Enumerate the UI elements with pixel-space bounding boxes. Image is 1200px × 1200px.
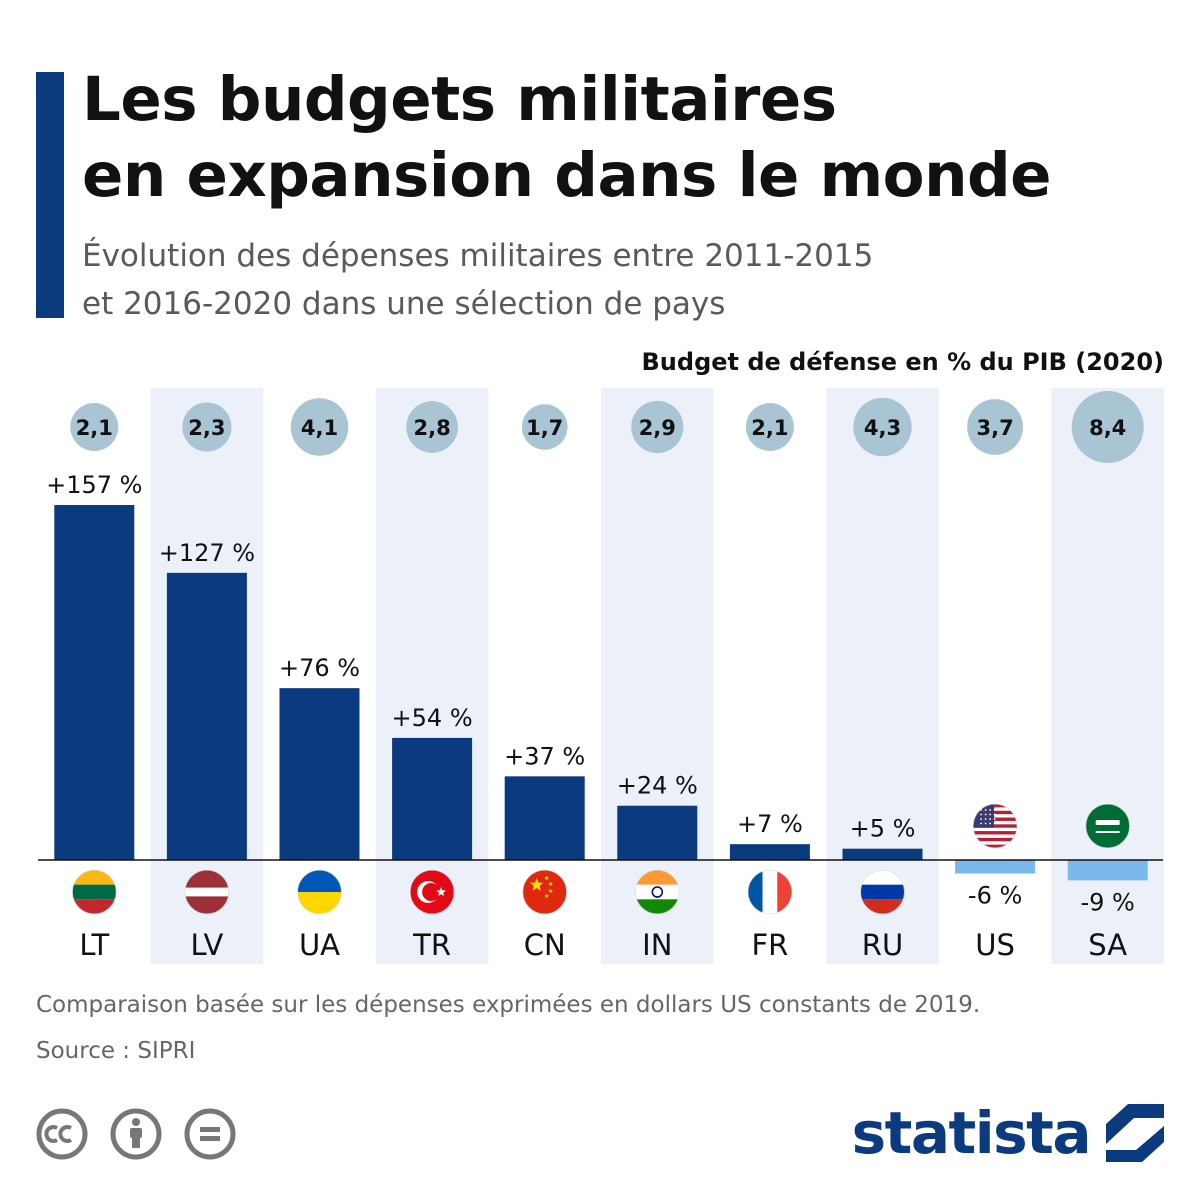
attribution-icon[interactable] bbox=[110, 1108, 162, 1160]
bar-value-label: +127 % bbox=[159, 539, 255, 567]
gdp-value-label: 8,4 bbox=[1089, 416, 1126, 440]
flag-china-icon bbox=[522, 870, 567, 914]
bar-chart: 2,1 +157 % LT 2,3 +127 % LV 4,1 +76 % UA 2,8 +54 %… bbox=[38, 388, 1164, 964]
gdp-bubble bbox=[182, 402, 232, 452]
no-derivatives-icon[interactable] bbox=[184, 1108, 236, 1160]
bar bbox=[392, 737, 473, 860]
gdp-value-label: 2,1 bbox=[751, 416, 788, 440]
gdp-bubble bbox=[521, 404, 568, 450]
column-band bbox=[375, 388, 489, 964]
gdp-bubble bbox=[290, 398, 349, 456]
bar-value-label: -9 % bbox=[1081, 888, 1135, 916]
source-note: Source : SIPRI bbox=[36, 1038, 196, 1064]
category-label: US bbox=[975, 928, 1015, 962]
gdp-share-header: Budget de défense en % du PIB (2020) bbox=[641, 348, 1164, 376]
footnote: Comparaison basée sur les dépenses expri… bbox=[36, 992, 981, 1018]
bar bbox=[729, 844, 810, 860]
bar bbox=[842, 848, 923, 860]
flag-ukraine-icon bbox=[297, 870, 342, 914]
creative-commons-icon[interactable] bbox=[36, 1108, 88, 1160]
gdp-value-label: 2,8 bbox=[413, 416, 450, 440]
brand-name: statista bbox=[851, 1099, 1092, 1167]
category-label: UA bbox=[299, 928, 340, 962]
category-label: CN bbox=[524, 928, 566, 962]
gdp-bubble bbox=[745, 403, 794, 451]
title-line-1: Les budgets militaires bbox=[82, 64, 837, 135]
gdp-bubble bbox=[853, 397, 912, 457]
gdp-value-label: 4,1 bbox=[301, 416, 338, 440]
flag-turkey-icon bbox=[410, 870, 455, 914]
bar-value-label: +37 % bbox=[504, 742, 585, 770]
bar-value-label: +24 % bbox=[617, 772, 698, 800]
bar bbox=[1067, 860, 1148, 881]
gdp-bubble bbox=[1071, 391, 1144, 463]
bar bbox=[166, 572, 247, 860]
bar-value-label: +54 % bbox=[392, 704, 473, 732]
flag-usa-icon bbox=[973, 804, 1018, 848]
chart-title: Les budgets militaires en expansion dans… bbox=[82, 62, 1182, 214]
gdp-value-label: 2,3 bbox=[188, 416, 225, 440]
flag-india-icon bbox=[635, 870, 680, 914]
chart-subtitle: Évolution des dépenses militaires entre … bbox=[82, 232, 1182, 328]
flag-latvia-icon bbox=[184, 870, 229, 914]
title-line-2: en expansion dans le monde bbox=[82, 140, 1052, 211]
bar-value-label: +157 % bbox=[46, 471, 142, 499]
flag-france-icon bbox=[747, 870, 792, 914]
column-band bbox=[826, 388, 939, 964]
flag-saudi-arabia-icon bbox=[1085, 804, 1130, 848]
bar bbox=[504, 776, 585, 860]
category-label: LV bbox=[190, 928, 223, 962]
gdp-value-label: 4,3 bbox=[864, 416, 901, 440]
category-label: IN bbox=[642, 928, 672, 962]
bar-value-label: +5 % bbox=[850, 815, 916, 843]
category-label: LT bbox=[79, 928, 109, 962]
category-label: SA bbox=[1088, 928, 1127, 962]
bar-value-label: +76 % bbox=[279, 654, 360, 682]
bar-value-label: -6 % bbox=[968, 882, 1022, 910]
gdp-value-label: 2,9 bbox=[639, 416, 676, 440]
category-label: TR bbox=[412, 928, 451, 962]
gdp-value-label: 3,7 bbox=[976, 416, 1013, 440]
subtitle-line-1: Évolution des dépenses militaires entre … bbox=[82, 238, 874, 274]
gdp-bubble bbox=[631, 400, 684, 454]
gdp-bubble bbox=[967, 399, 1024, 455]
brand-logo[interactable]: statista bbox=[852, 1098, 1164, 1168]
bar bbox=[617, 805, 698, 860]
bar bbox=[955, 860, 1036, 874]
column-band bbox=[601, 388, 714, 964]
gdp-value-label: 1,7 bbox=[526, 416, 563, 440]
gdp-bubble bbox=[70, 403, 119, 451]
bar bbox=[54, 505, 135, 860]
statista-logo-icon bbox=[1106, 1104, 1164, 1162]
category-label: FR bbox=[751, 928, 788, 962]
bar-value-label: +7 % bbox=[737, 810, 803, 838]
subtitle-line-2: et 2016-2020 dans une sélection de pays bbox=[82, 286, 726, 322]
flag-russia-icon bbox=[860, 870, 905, 914]
flag-lithuania-icon bbox=[72, 870, 117, 914]
bar bbox=[279, 688, 360, 860]
title-accent-bar bbox=[36, 72, 64, 318]
gdp-bubble bbox=[406, 401, 458, 453]
gdp-value-label: 2,1 bbox=[76, 416, 113, 440]
category-label: RU bbox=[862, 928, 903, 962]
